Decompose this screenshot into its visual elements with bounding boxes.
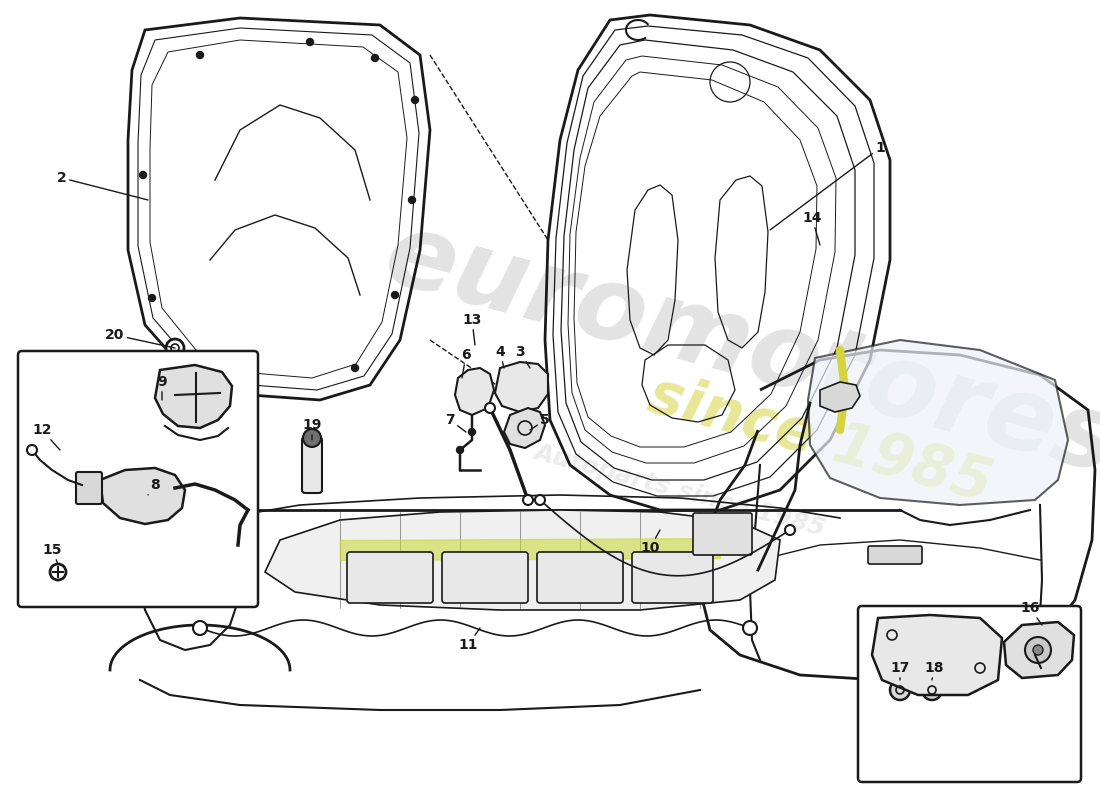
Circle shape	[307, 38, 314, 46]
Text: 16: 16	[1021, 601, 1042, 625]
Polygon shape	[808, 340, 1068, 505]
FancyBboxPatch shape	[302, 437, 322, 493]
Polygon shape	[1004, 622, 1074, 678]
FancyBboxPatch shape	[76, 472, 102, 504]
Circle shape	[408, 197, 416, 203]
FancyBboxPatch shape	[693, 513, 752, 555]
Text: 8: 8	[148, 478, 159, 495]
Text: 14: 14	[802, 211, 822, 245]
Polygon shape	[820, 382, 860, 412]
FancyBboxPatch shape	[18, 351, 258, 607]
Text: euromotores: euromotores	[373, 204, 1100, 496]
Text: since 1985: since 1985	[642, 366, 998, 514]
Circle shape	[522, 495, 534, 505]
Polygon shape	[504, 408, 544, 448]
Circle shape	[1033, 645, 1043, 655]
Circle shape	[922, 680, 942, 700]
Text: Autoparts since 1985: Autoparts since 1985	[531, 439, 828, 541]
Circle shape	[197, 51, 204, 58]
Circle shape	[192, 371, 199, 378]
Circle shape	[50, 564, 66, 580]
FancyBboxPatch shape	[537, 552, 623, 603]
Text: 9: 9	[157, 375, 167, 400]
Circle shape	[166, 339, 184, 357]
Circle shape	[192, 621, 207, 635]
Circle shape	[535, 495, 544, 505]
Text: 4: 4	[495, 345, 505, 368]
Circle shape	[411, 97, 418, 103]
Circle shape	[456, 446, 463, 454]
Circle shape	[742, 621, 757, 635]
Circle shape	[469, 429, 475, 435]
FancyBboxPatch shape	[346, 552, 433, 603]
Text: 10: 10	[640, 530, 660, 555]
Circle shape	[352, 365, 359, 371]
Text: 12: 12	[32, 423, 60, 450]
Circle shape	[28, 445, 37, 455]
Text: 17: 17	[890, 661, 910, 680]
Circle shape	[302, 429, 321, 447]
Circle shape	[392, 291, 398, 298]
Text: 2: 2	[57, 171, 149, 200]
Text: 3: 3	[515, 345, 530, 368]
Circle shape	[372, 54, 378, 62]
Polygon shape	[495, 362, 548, 412]
Text: 11: 11	[459, 628, 480, 652]
Text: 7: 7	[446, 413, 466, 432]
Polygon shape	[455, 368, 494, 415]
Circle shape	[890, 680, 910, 700]
FancyBboxPatch shape	[858, 606, 1081, 782]
Circle shape	[148, 294, 155, 302]
Circle shape	[140, 171, 146, 178]
Polygon shape	[155, 365, 232, 428]
Circle shape	[785, 525, 795, 535]
FancyBboxPatch shape	[868, 546, 922, 564]
Text: 19: 19	[302, 418, 321, 440]
Text: 5: 5	[530, 413, 550, 430]
Text: 20: 20	[106, 328, 175, 348]
Text: 1: 1	[770, 141, 884, 230]
Text: 13: 13	[462, 313, 482, 345]
Circle shape	[1025, 637, 1050, 663]
Circle shape	[485, 403, 495, 413]
Polygon shape	[872, 615, 1002, 695]
Text: 18: 18	[924, 661, 944, 680]
FancyBboxPatch shape	[442, 552, 528, 603]
FancyBboxPatch shape	[632, 552, 713, 603]
Polygon shape	[265, 510, 780, 610]
Text: 15: 15	[42, 543, 62, 564]
Polygon shape	[100, 468, 185, 524]
Text: 6: 6	[461, 348, 471, 378]
